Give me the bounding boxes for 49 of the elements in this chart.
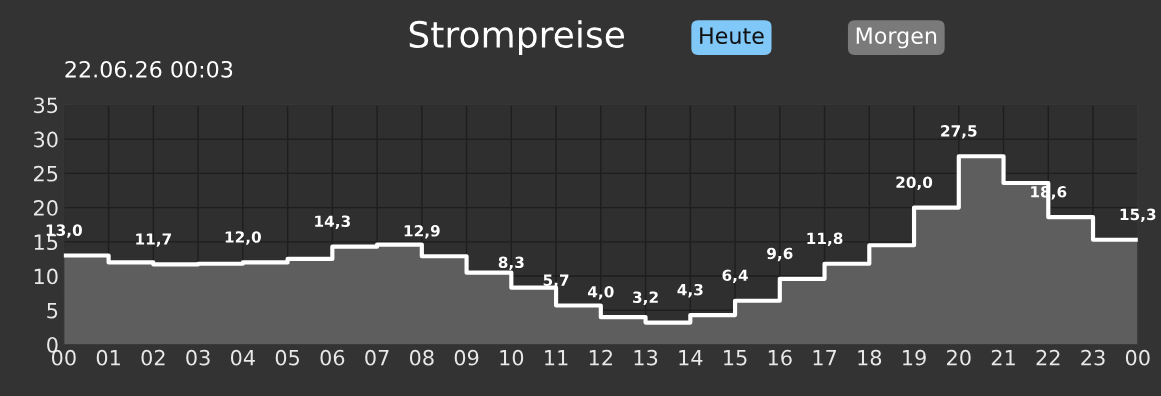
data-label: 15,3 — [1120, 208, 1156, 223]
x-tick-label: 20 — [947, 349, 971, 366]
data-label: 27,5 — [941, 125, 977, 139]
x-tick-label: 14 — [679, 350, 703, 366]
data-label: 5,7 — [543, 274, 569, 288]
data-label: 14,3 — [315, 215, 350, 229]
y-tick-label: 30 — [34, 131, 58, 148]
text: Heute — [700, 27, 764, 45]
data-label: 11,8 — [807, 232, 843, 247]
x-tick-label: 04 — [230, 349, 255, 366]
x-tick-label: 16 — [768, 349, 792, 366]
x-tick-label: 15 — [724, 350, 747, 366]
data-label: 4,3 — [677, 283, 703, 298]
x-tick-label: 23 — [1081, 349, 1105, 366]
data-label: 11,7 — [136, 233, 171, 247]
x-tick-label: 08 — [409, 349, 434, 366]
x-tick-label: 06 — [320, 349, 345, 366]
y-tick-label: 20 — [34, 200, 58, 216]
data-label: 20,0 — [896, 176, 933, 190]
x-tick-label: 09 — [454, 349, 479, 366]
chart-title: Strompreise — [409, 20, 625, 56]
data-label: 3,2 — [633, 291, 658, 305]
y-tick-label: 35 — [34, 97, 58, 114]
x-tick-label: 02 — [141, 349, 165, 366]
x-tick-label: 11 — [545, 350, 568, 366]
data-label: 6,4 — [722, 269, 748, 284]
x-tick-label: 19 — [903, 349, 926, 366]
y-tick-label: 5 — [47, 303, 58, 319]
x-tick-label: 01 — [96, 349, 120, 366]
x-tick-label: 13 — [634, 349, 658, 366]
chart-subtitle: 22.06.26 00:03 — [65, 60, 233, 78]
x-tick-label: 00 — [1125, 349, 1150, 366]
x-tick-label: 17 — [813, 350, 837, 366]
x-tick-label: 12 — [589, 349, 612, 366]
data-label: 8,3 — [498, 256, 524, 271]
x-tick-label: 05 — [275, 349, 300, 366]
text: Morgen — [856, 27, 937, 49]
data-label: 9,6 — [767, 247, 793, 262]
y-tick-label: 25 — [34, 165, 58, 182]
data-label: 12,0 — [225, 231, 261, 245]
x-tick-label: 21 — [991, 349, 1015, 366]
x-tick-label: 22 — [1036, 349, 1060, 366]
data-label: 12,9 — [404, 225, 440, 239]
data-label: 4,0 — [587, 285, 614, 300]
x-tick-label: 07 — [365, 349, 389, 366]
x-tick-label: 18 — [858, 349, 882, 366]
x-tick-label: 03 — [186, 349, 210, 366]
y-tick-label: 10 — [34, 268, 58, 285]
x-tick-label: 10 — [500, 349, 524, 366]
